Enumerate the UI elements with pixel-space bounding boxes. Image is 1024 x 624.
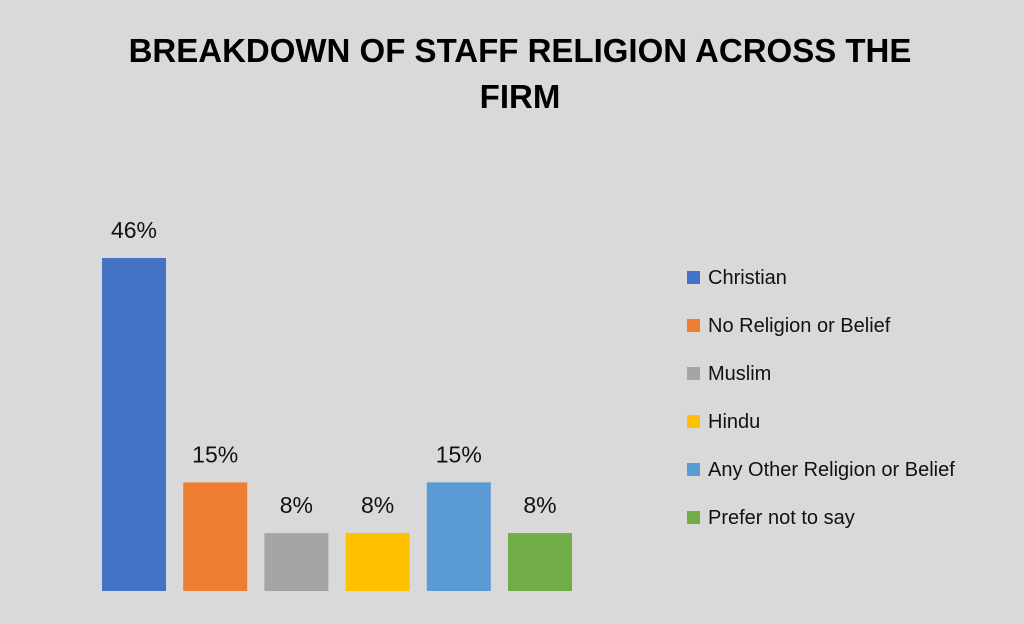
legend-label-4: Any Other Religion or Belief: [708, 459, 955, 481]
legend-label-5: Prefer not to say: [708, 507, 855, 529]
bar-1: [183, 482, 248, 591]
legend-swatch-2: [687, 367, 700, 380]
chart-title: BREAKDOWN OF STAFF RELIGION ACROSS THE F…: [128, 32, 912, 115]
data-label-5: 8%: [523, 492, 556, 518]
legend-swatch-0: [687, 271, 700, 284]
legend-swatch-5: [687, 511, 700, 524]
legend-label-0: Christian: [708, 267, 787, 289]
data-label-1: 15%: [192, 441, 238, 467]
data-label-3: 8%: [361, 492, 394, 518]
legend-swatch-4: [687, 463, 700, 476]
legend-label-1: No Religion or Belief: [708, 315, 891, 337]
bar-0: [102, 258, 166, 591]
legend-swatch-1: [687, 319, 700, 332]
data-label-4: 15%: [436, 441, 482, 467]
data-label-0: 46%: [111, 217, 157, 243]
bar-5: [508, 533, 572, 591]
bar-3: [345, 533, 410, 591]
bar-2: [264, 533, 329, 591]
legend-label-3: Hindu: [708, 411, 760, 433]
bar-4: [426, 482, 491, 591]
data-label-2: 8%: [280, 492, 313, 518]
legend-label-2: Muslim: [708, 363, 771, 385]
legend-swatch-3: [687, 415, 700, 428]
